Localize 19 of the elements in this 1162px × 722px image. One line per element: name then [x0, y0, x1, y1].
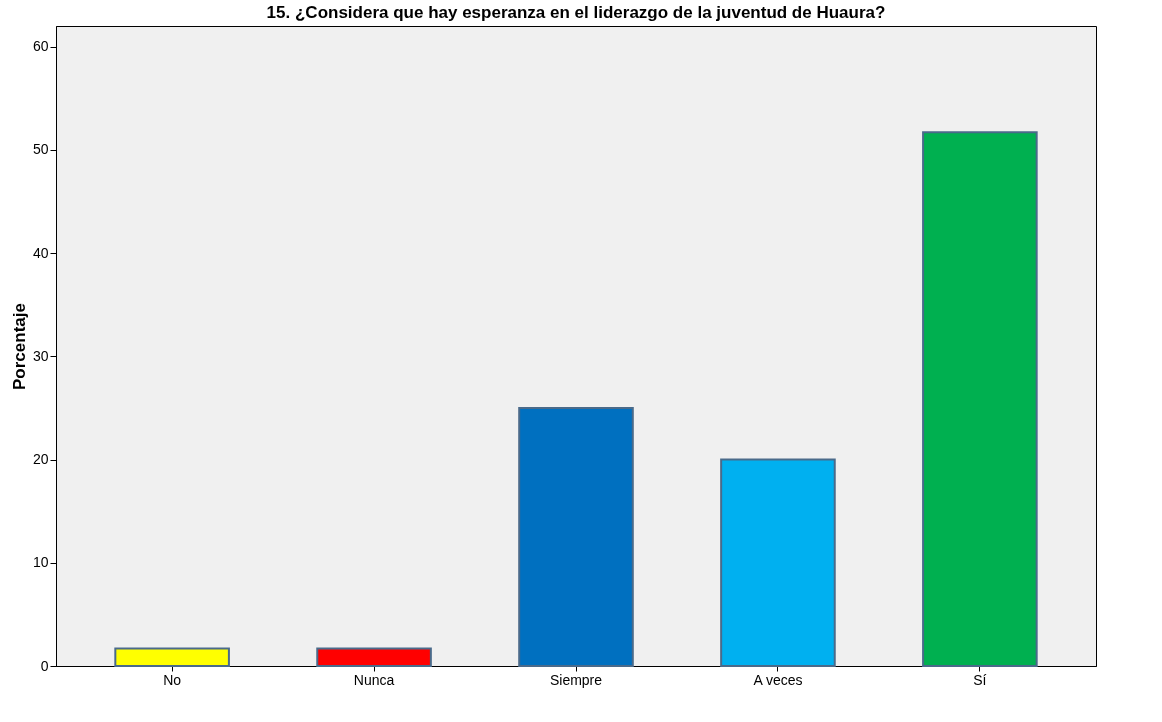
chart-title: 15. ¿Considera que hay esperanza en el liderazgo de la juventud de Huaura?: [266, 3, 886, 22]
bar: [720, 458, 836, 667]
y-axis-title: Porcentaje: [9, 303, 29, 390]
bar: [922, 131, 1038, 667]
y-tick-label: 60: [32, 38, 49, 55]
y-tick-label: 20: [32, 451, 49, 468]
y-tick-label: 50: [32, 141, 49, 158]
bar: [114, 647, 230, 667]
y-tick-label: 0: [40, 657, 49, 674]
x-tick-label: A veces: [753, 671, 803, 688]
x-tick-label: Siempre: [549, 671, 603, 688]
bar: [518, 406, 634, 667]
y-tick-label: 30: [32, 347, 49, 364]
x-tick-label: No: [163, 671, 182, 688]
y-tick-label: 10: [32, 554, 49, 571]
x-tick-label: Nunca: [353, 671, 395, 688]
x-tick-label: Sí: [973, 671, 987, 688]
y-tick-label: 40: [32, 244, 49, 261]
bar: [316, 647, 432, 667]
